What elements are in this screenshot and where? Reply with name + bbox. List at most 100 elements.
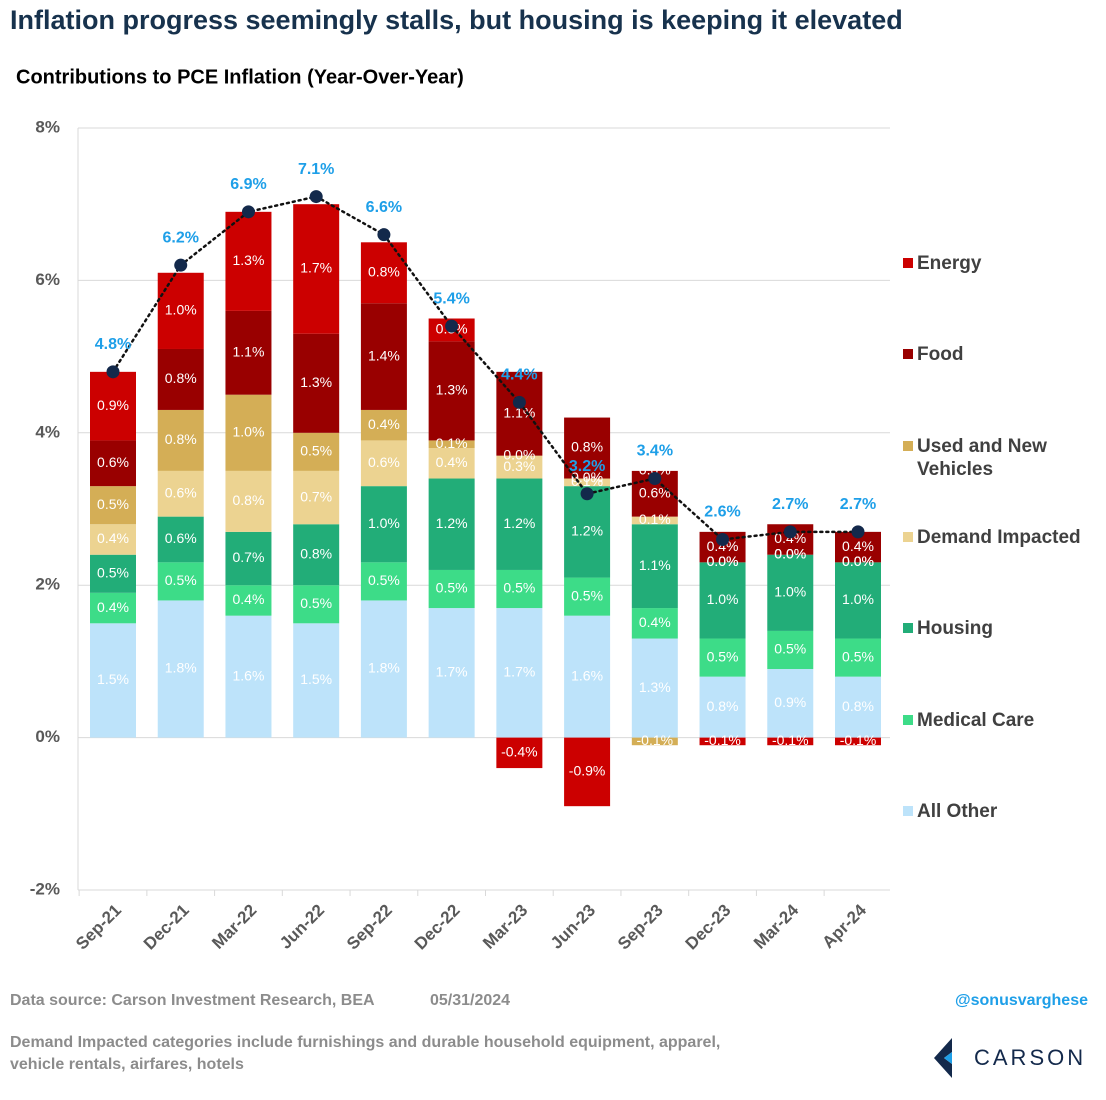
total-marker bbox=[241, 205, 255, 219]
bar-segment bbox=[360, 303, 407, 410]
data-label: 0.5% bbox=[300, 595, 332, 611]
y-tick-label: 8% bbox=[35, 117, 60, 136]
data-label: 1.7% bbox=[503, 664, 535, 680]
total-label: 4.4% bbox=[501, 367, 537, 384]
y-tick-label: 2% bbox=[35, 575, 60, 594]
legend-label: Medical Care bbox=[917, 709, 1035, 731]
total-label: 5.4% bbox=[433, 290, 469, 307]
data-label: 0.4% bbox=[639, 614, 671, 630]
x-tick-label: Apr-24 bbox=[818, 900, 870, 952]
bar-segment bbox=[699, 638, 746, 677]
total-label: 6.6% bbox=[366, 199, 402, 216]
total-marker bbox=[106, 365, 120, 379]
bar-segment bbox=[293, 623, 340, 738]
legend-label: Demand Impacted bbox=[917, 526, 1081, 548]
data-label: 0.5% bbox=[165, 572, 197, 588]
bar-segment bbox=[225, 615, 272, 738]
data-label: 1.0% bbox=[368, 515, 400, 531]
data-label: 1.3% bbox=[639, 679, 671, 695]
data-label: 0.5% bbox=[774, 641, 806, 657]
bar-segment bbox=[90, 554, 136, 593]
legend-label: Used and New Vehicles bbox=[917, 435, 1047, 480]
data-label: 1.6% bbox=[571, 667, 603, 683]
data-label: 0.8% bbox=[300, 545, 332, 561]
total-marker bbox=[783, 525, 797, 539]
data-label: 1.3% bbox=[436, 382, 468, 398]
bar-segment bbox=[90, 524, 136, 555]
bar-segment bbox=[225, 470, 272, 532]
data-label: 0.0% bbox=[774, 545, 806, 561]
data-label: 0.8% bbox=[165, 431, 197, 447]
bar-segment bbox=[293, 432, 340, 471]
bar-segment bbox=[564, 478, 611, 487]
data-label: 0.4% bbox=[232, 591, 264, 607]
bar-segment bbox=[767, 737, 814, 746]
bar-segment bbox=[835, 676, 881, 738]
chart-title: Contributions to PCE Inflation (Year-Ove… bbox=[16, 66, 464, 88]
data-label: 0.4% bbox=[436, 454, 468, 470]
data-label: 0.8% bbox=[707, 698, 739, 714]
footnote: Demand Impacted categories include furni… bbox=[10, 1034, 721, 1073]
data-label: 1.4% bbox=[368, 347, 400, 363]
total-label: 2.7% bbox=[840, 496, 876, 513]
bar-segment bbox=[293, 585, 340, 624]
bar-segment bbox=[157, 470, 204, 517]
total-marker bbox=[174, 258, 188, 272]
data-label: 0.5% bbox=[571, 587, 603, 603]
data-label: 1.1% bbox=[503, 404, 535, 420]
bar-segment bbox=[699, 562, 746, 639]
bar-segment bbox=[631, 737, 678, 746]
data-label: 1.6% bbox=[232, 667, 264, 683]
total-marker bbox=[512, 395, 526, 409]
total-label: 3.4% bbox=[637, 443, 673, 460]
data-label: 0.0% bbox=[842, 553, 874, 569]
data-label: 1.0% bbox=[707, 591, 739, 607]
total-marker bbox=[716, 532, 730, 546]
data-label: 1.3% bbox=[232, 252, 264, 268]
data-label: -0.1% bbox=[840, 732, 877, 748]
bar-segment bbox=[293, 524, 340, 586]
data-label: 1.2% bbox=[503, 515, 535, 531]
data-label: 0.5% bbox=[436, 580, 468, 596]
bar-segment bbox=[767, 669, 814, 738]
data-label: 0.5% bbox=[97, 564, 129, 580]
data-label: 1.1% bbox=[232, 343, 264, 359]
bar-segment bbox=[90, 440, 136, 487]
legend-item: Housing bbox=[903, 617, 1103, 640]
legend-item: Energy bbox=[903, 252, 1103, 275]
total-marker bbox=[445, 319, 459, 333]
bar-segment bbox=[90, 592, 136, 624]
bar-segment bbox=[767, 630, 814, 670]
page-title: Inflation progress seemingly stalls, but… bbox=[10, 5, 903, 35]
data-label: -0.4% bbox=[501, 744, 538, 760]
bar-segment bbox=[157, 272, 204, 349]
bar-segment bbox=[496, 478, 543, 570]
source: Data source: Carson Investment Research,… bbox=[10, 992, 375, 1009]
data-label: 0.4% bbox=[842, 538, 874, 554]
legend-swatch bbox=[903, 440, 913, 451]
legend-label: Food bbox=[917, 344, 964, 366]
bar-segment bbox=[699, 737, 746, 746]
legend-item: All Other bbox=[903, 800, 1103, 823]
bar-segment bbox=[496, 737, 543, 769]
bar-segment bbox=[699, 676, 746, 738]
bar-segment bbox=[631, 638, 678, 738]
x-tick-label: Dec-21 bbox=[140, 901, 193, 954]
data-label: 0.5% bbox=[707, 648, 739, 664]
data-label: 0.8% bbox=[165, 370, 197, 386]
legend-swatch bbox=[903, 531, 913, 542]
legend-swatch bbox=[903, 805, 913, 816]
bar-segment bbox=[157, 409, 204, 471]
bar-segment bbox=[767, 554, 814, 631]
x-tick-label: Sep-22 bbox=[343, 901, 396, 954]
total-line bbox=[111, 195, 860, 541]
data-label: 0.0% bbox=[707, 553, 739, 569]
bar-segment bbox=[428, 440, 475, 449]
data-label: 0.5% bbox=[368, 572, 400, 588]
bar-segment bbox=[428, 448, 475, 479]
bar-segment bbox=[360, 409, 407, 441]
total-label: 2.7% bbox=[772, 496, 808, 513]
legend-item: Used and New Vehicles bbox=[903, 435, 1103, 481]
data-label: 0.1% bbox=[436, 435, 468, 451]
data-label: 1.0% bbox=[774, 584, 806, 600]
